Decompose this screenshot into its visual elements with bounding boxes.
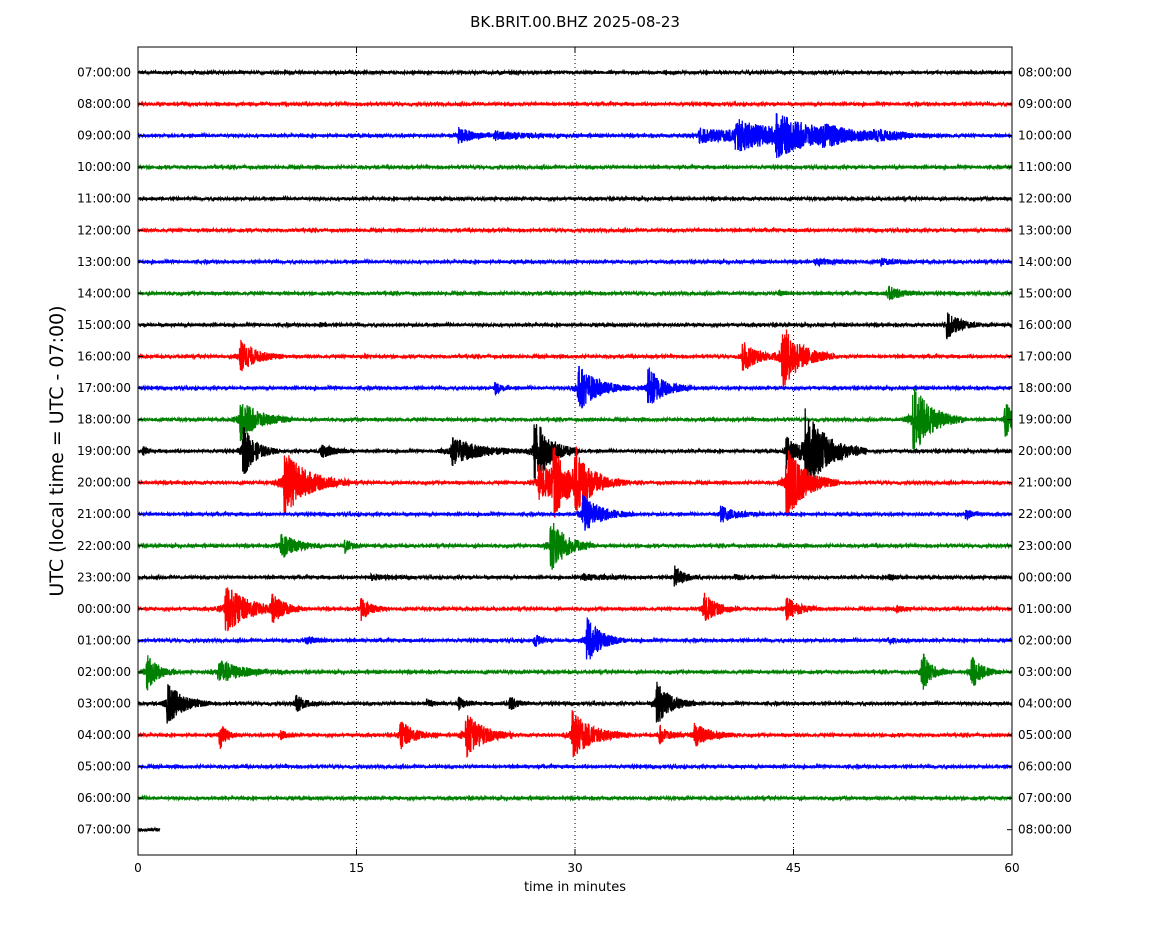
seismic-trace — [137, 365, 1013, 409]
seismic-trace — [137, 163, 1013, 172]
right-hour-label: 08:00:00 — [1018, 66, 1072, 80]
left-hour-label: 13:00:00 — [77, 255, 131, 269]
right-hour-label: 00:00:00 — [1018, 570, 1072, 584]
left-hour-label: 04:00:00 — [77, 728, 131, 742]
right-hour-label: 18:00:00 — [1018, 381, 1072, 395]
seismic-trace — [137, 257, 1013, 268]
left-hour-label: 12:00:00 — [77, 223, 131, 237]
seismic-trace — [137, 445, 1013, 518]
left-hour-label: 21:00:00 — [77, 507, 131, 521]
seismic-trace — [137, 681, 1013, 724]
seismic-trace — [137, 408, 1013, 486]
x-tick-label: 0 — [134, 861, 142, 875]
x-tick-label: 15 — [349, 861, 364, 875]
left-hour-label: 18:00:00 — [77, 413, 131, 427]
plot-frame — [137, 46, 1013, 856]
seismic-trace — [137, 523, 1013, 570]
seismic-trace — [137, 794, 1013, 803]
left-hour-label: 01:00:00 — [77, 633, 131, 647]
left-hour-label: 06:00:00 — [77, 791, 131, 805]
seismic-trace — [137, 312, 1013, 340]
left-hour-label: 10:00:00 — [77, 160, 131, 174]
left-hour-label: 14:00:00 — [77, 286, 131, 300]
right-hour-label: 21:00:00 — [1018, 476, 1072, 490]
left-hour-label: 09:00:00 — [77, 129, 131, 143]
right-hour-label: 10:00:00 — [1018, 129, 1072, 143]
seismic-trace — [137, 285, 1013, 301]
right-hour-label: 01:00:00 — [1018, 602, 1072, 616]
seismic-trace — [137, 653, 1013, 691]
right-hour-label: 08:00:00 — [1018, 823, 1072, 837]
y-axis-label: UTC (local time = UTC - 07:00) — [46, 305, 68, 596]
x-tick-label: 45 — [786, 861, 801, 875]
right-hour-label: 12:00:00 — [1018, 192, 1072, 206]
x-ticks: 0 15 30 45 60 — [134, 47, 1020, 875]
right-hour-label: 05:00:00 — [1018, 728, 1072, 742]
right-hour-label: 20:00:00 — [1018, 444, 1072, 458]
right-hour-label: 04:00:00 — [1018, 697, 1072, 711]
x-tick-label: 30 — [567, 861, 582, 875]
seismic-trace — [137, 388, 1013, 450]
seismic-trace — [137, 587, 1013, 632]
right-hour-label: 06:00:00 — [1018, 760, 1072, 774]
seismic-trace — [137, 494, 1013, 531]
seismic-trace — [137, 329, 1013, 388]
right-hour-label: 02:00:00 — [1018, 633, 1072, 647]
right-hour-label: 13:00:00 — [1018, 223, 1072, 237]
left-hour-label: 22:00:00 — [77, 539, 131, 553]
left-hour-label: 07:00:00 — [77, 66, 131, 80]
left-hour-label: 05:00:00 — [77, 760, 131, 774]
x-tick-label: 60 — [1004, 861, 1019, 875]
left-hour-label: 20:00:00 — [77, 476, 131, 490]
right-hour-label: 19:00:00 — [1018, 413, 1072, 427]
left-hour-label: 11:00:00 — [77, 192, 131, 206]
left-hour-label: 23:00:00 — [77, 570, 131, 584]
left-hour-label: 07:00:00 — [77, 823, 131, 837]
seismic-trace — [137, 113, 1013, 159]
right-hour-label: 16:00:00 — [1018, 318, 1072, 332]
right-hour-label: 17:00:00 — [1018, 349, 1072, 363]
seismic-trace — [137, 826, 161, 833]
seismic-trace — [137, 710, 1013, 758]
trace-lines — [137, 68, 1013, 833]
left-hour-label: 19:00:00 — [77, 444, 131, 458]
seismic-trace — [137, 617, 1013, 660]
left-hour-label: 15:00:00 — [77, 318, 131, 332]
left-hour-label: 03:00:00 — [77, 697, 131, 711]
left-hour-label: 16:00:00 — [77, 349, 131, 363]
left-hour-label: 00:00:00 — [77, 602, 131, 616]
seismic-trace — [137, 565, 1013, 587]
right-hour-label: 14:00:00 — [1018, 255, 1072, 269]
left-hour-label: 17:00:00 — [77, 381, 131, 395]
right-hour-label: 11:00:00 — [1018, 160, 1072, 174]
seismic-trace — [137, 226, 1013, 235]
right-hour-label: 23:00:00 — [1018, 539, 1072, 553]
right-hour-label: 22:00:00 — [1018, 507, 1072, 521]
seismic-trace — [137, 762, 1013, 771]
x-axis-label: time in minutes — [524, 880, 626, 895]
left-hour-label: 02:00:00 — [77, 665, 131, 679]
right-hour-label: 03:00:00 — [1018, 665, 1072, 679]
chart-title: BK.BRIT.00.BHZ 2025-08-23 — [470, 13, 680, 31]
right-hour-label: 07:00:00 — [1018, 791, 1072, 805]
right-hour-label: 09:00:00 — [1018, 97, 1072, 111]
seismic-trace — [137, 100, 1013, 109]
right-hour-label: 15:00:00 — [1018, 286, 1072, 300]
seismic-trace — [137, 194, 1013, 203]
hour-labels: 07:00:00 08:00:00 09:00:00 10:00:00 11:00:00… — [77, 66, 1072, 837]
seismic-trace — [137, 68, 1013, 77]
left-hour-label: 08:00:00 — [77, 97, 131, 111]
